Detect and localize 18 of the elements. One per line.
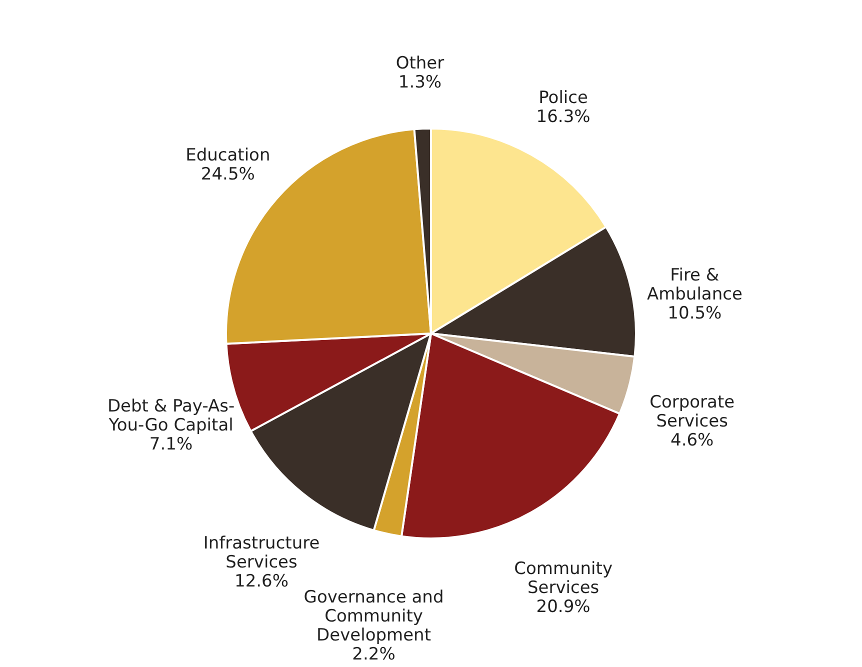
data-label: 7.1% bbox=[149, 434, 193, 454]
data-label: 24.5% bbox=[200, 164, 255, 185]
slice-label: Corporate Services bbox=[650, 392, 735, 432]
slice-label: Police bbox=[538, 88, 588, 108]
slice-label: Education bbox=[186, 146, 270, 166]
data-label: 16.3% bbox=[536, 107, 590, 128]
data-label: 2.2% bbox=[352, 644, 396, 664]
data-label: 12.6% bbox=[234, 572, 289, 592]
slice-label: Governance and Community Development bbox=[304, 587, 444, 646]
data-label: 4.6% bbox=[670, 430, 714, 450]
slice-label: Other bbox=[396, 54, 444, 74]
data-label: 1.3% bbox=[398, 72, 442, 93]
data-label: 20.9% bbox=[536, 596, 590, 617]
slice-label: Community Services bbox=[514, 558, 612, 598]
slice-label: Infrastructure Services bbox=[203, 534, 320, 573]
slice-label: Debt & Pay-As- You-Go Capital bbox=[107, 396, 235, 436]
data-label: 10.5% bbox=[668, 303, 722, 324]
slice-label: Fire & Ambulance bbox=[646, 265, 742, 304]
